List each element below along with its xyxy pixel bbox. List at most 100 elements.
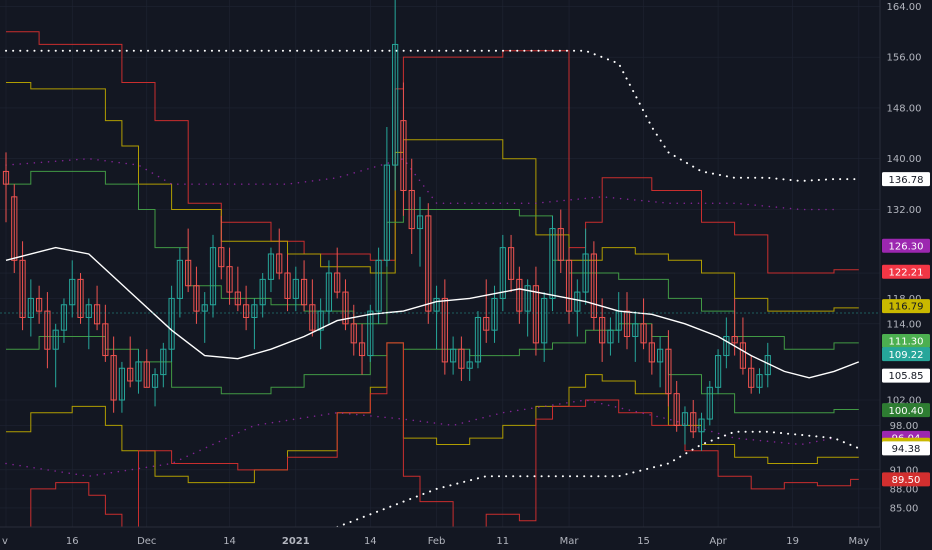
candle-body xyxy=(342,291,349,325)
candle xyxy=(102,304,109,362)
candle xyxy=(300,260,308,312)
candle-body xyxy=(19,259,26,318)
candle xyxy=(433,285,440,350)
candle-body xyxy=(557,228,564,261)
candle xyxy=(565,247,573,324)
candle xyxy=(483,279,490,343)
price-label-box xyxy=(882,238,930,253)
candle xyxy=(160,342,167,388)
candle xyxy=(681,406,689,445)
moving-average-line xyxy=(5,246,860,379)
candle-body xyxy=(118,367,126,401)
candle xyxy=(723,317,730,369)
price-label-box xyxy=(882,368,930,383)
y-tick-label: 132.00 xyxy=(887,205,922,216)
candle xyxy=(491,285,498,343)
candle-body xyxy=(276,253,283,274)
candle xyxy=(582,228,589,305)
candle-body xyxy=(648,342,655,363)
candle-body xyxy=(441,297,448,363)
y-tick-label: 85.00 xyxy=(890,503,919,514)
candle xyxy=(690,400,697,439)
candle xyxy=(507,234,515,293)
candle-body xyxy=(731,336,738,344)
candle xyxy=(458,336,465,381)
x-tick-label: 14 xyxy=(223,536,236,547)
candle xyxy=(185,228,192,293)
candle-body xyxy=(27,297,34,318)
candle xyxy=(516,266,523,324)
price-label-box xyxy=(882,403,930,418)
candle xyxy=(714,349,722,394)
price-label: 109.22 xyxy=(882,347,930,362)
candle xyxy=(590,241,597,331)
candle-body xyxy=(549,228,556,299)
candle-body xyxy=(574,291,581,312)
dotted-layer xyxy=(5,49,860,528)
dotted-line-white-0 xyxy=(5,49,860,183)
candle-body xyxy=(110,355,117,401)
x-tick-label: 16 xyxy=(66,536,79,547)
candle xyxy=(640,298,647,350)
candle xyxy=(193,266,200,324)
candle xyxy=(85,298,92,350)
y-tick-label: 102.00 xyxy=(887,396,922,407)
price-label-text: 136.78 xyxy=(889,175,924,186)
time-axis-panel[interactable] xyxy=(0,527,880,550)
candle-body xyxy=(127,367,134,382)
candle-body xyxy=(607,329,614,344)
candle xyxy=(317,298,324,350)
candle xyxy=(60,298,68,343)
candle-body xyxy=(60,304,68,331)
price-label-box xyxy=(882,172,930,187)
price-label-text: 100.40 xyxy=(889,406,924,417)
y-tick-label: 98.00 xyxy=(890,421,919,432)
candle xyxy=(77,273,84,324)
candle-body xyxy=(325,272,333,312)
price-axis-labels: 136.78 126.30 122.21 116.79 111.30 109.22 105.… xyxy=(882,172,930,487)
candle xyxy=(408,158,415,254)
candle-body xyxy=(392,43,399,166)
candle-body xyxy=(723,336,730,357)
candle xyxy=(118,361,126,413)
candle xyxy=(176,247,183,318)
candle-body xyxy=(524,285,531,312)
candle xyxy=(450,336,457,375)
candle-body xyxy=(582,253,589,293)
candle xyxy=(36,285,43,324)
price-label-text: 111.30 xyxy=(889,337,924,348)
candle-body xyxy=(450,348,457,363)
candle-body xyxy=(706,386,713,420)
candle-body xyxy=(44,310,51,350)
candle xyxy=(2,152,10,223)
candle-body xyxy=(102,323,109,357)
candle-body xyxy=(358,342,366,357)
candle-body xyxy=(135,361,142,382)
candle xyxy=(27,279,34,337)
candle xyxy=(706,380,713,426)
candle-body xyxy=(516,278,523,312)
candle-body xyxy=(193,285,200,312)
candle-body xyxy=(640,323,647,344)
ma-layer xyxy=(5,246,860,379)
price-label-text: 109.22 xyxy=(889,350,924,361)
candle-body xyxy=(541,297,548,344)
candle xyxy=(383,126,390,267)
candle-body xyxy=(408,189,415,230)
candle-body xyxy=(375,259,382,312)
price-label: 89.50 xyxy=(882,472,930,487)
candle-body xyxy=(226,266,233,293)
candle-body xyxy=(11,196,18,261)
x-tick-label: 19 xyxy=(786,536,799,547)
candle xyxy=(309,279,316,337)
price-label-box xyxy=(882,441,930,456)
candle xyxy=(632,311,639,362)
candle-body xyxy=(714,355,722,388)
price-label-text: 122.21 xyxy=(889,267,924,278)
candle-body xyxy=(201,304,208,312)
price-label-box xyxy=(882,472,930,487)
candle xyxy=(648,323,655,375)
y-tick-label: 91.00 xyxy=(890,465,919,476)
candle-body xyxy=(599,316,606,344)
